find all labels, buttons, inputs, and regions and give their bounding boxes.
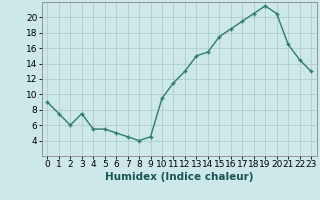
X-axis label: Humidex (Indice chaleur): Humidex (Indice chaleur) bbox=[105, 172, 253, 182]
